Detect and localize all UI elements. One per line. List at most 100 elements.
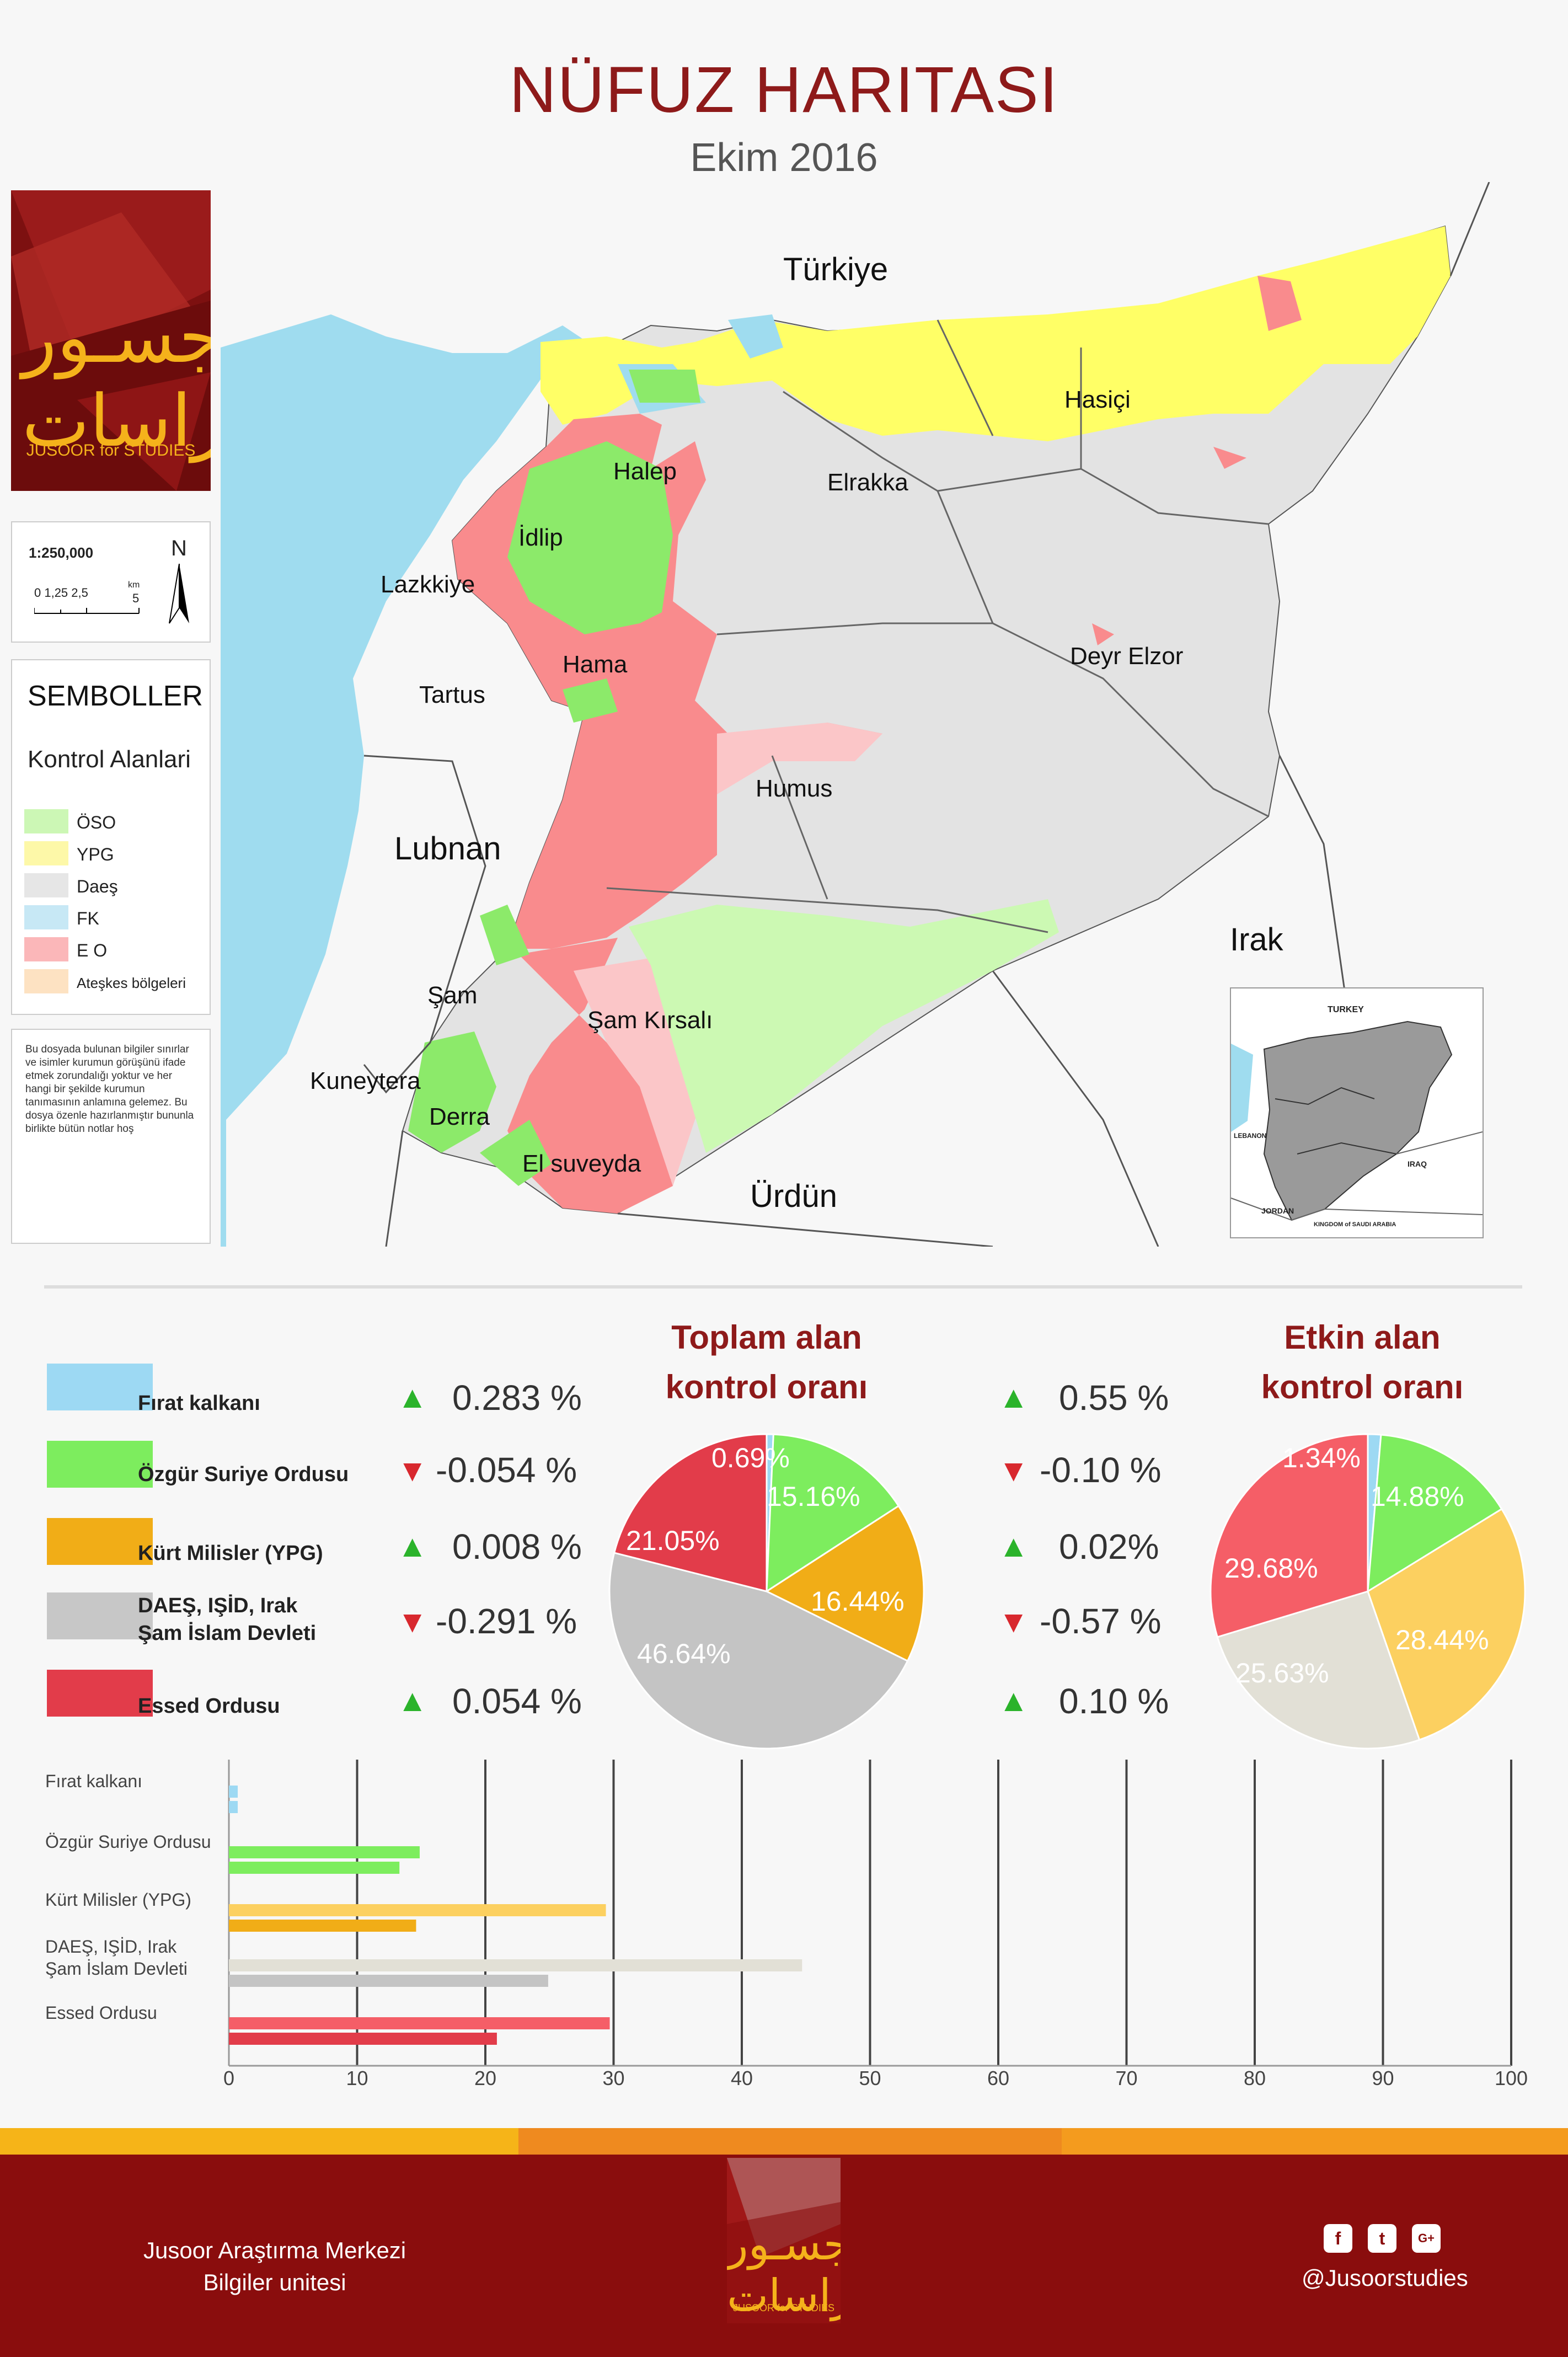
swatch-ypg <box>47 1518 153 1565</box>
x-tick-label: 50 <box>859 2067 881 2089</box>
twitter-icon[interactable]: t <box>1368 2224 1396 2253</box>
mediterranean-sea <box>221 314 596 1247</box>
bar <box>229 1801 238 1813</box>
qalamoun-oso <box>480 905 529 965</box>
x-tick-label: 20 <box>474 2067 496 2089</box>
label-derra: Derra <box>429 1103 490 1130</box>
label-daes-1: DAEŞ, IŞİD, Irak <box>138 1594 298 1617</box>
category-label: Şam İslam Devleti <box>45 1959 188 1979</box>
up-arrow-icon: ▲ <box>998 1528 1029 1563</box>
down-arrow-icon: ▼ <box>998 1453 1029 1488</box>
scale-km-label: km <box>128 580 140 590</box>
category-label: Özgür Suriye Ordusu <box>45 1832 211 1852</box>
pie2-title-line1: Etkin alan <box>1284 1319 1441 1356</box>
label-sam-kirsali: Şam Kırsalı <box>587 1007 713 1034</box>
change-effective-ypg: 0.02% <box>1059 1527 1159 1567</box>
x-tick-label: 30 <box>602 2067 624 2089</box>
up-arrow-icon: ▲ <box>397 1528 428 1563</box>
label-essed: Essed Ordusu <box>138 1695 280 1718</box>
change-effective-firat: 0.55 % <box>1059 1378 1169 1418</box>
pie-slice <box>608 1552 909 1750</box>
legend-label: Ateşkes bölgeleri <box>77 975 186 991</box>
change-effective-daes: -0.57 % <box>1040 1601 1162 1641</box>
idlib-oso <box>507 441 673 634</box>
inset-label-jordan: JORDAN <box>1261 1206 1294 1215</box>
north-label: N <box>171 536 187 560</box>
up-arrow-icon: ▲ <box>397 1683 428 1718</box>
deraa-east-oso <box>480 1120 552 1186</box>
swatch-daes <box>47 1592 153 1639</box>
bar <box>229 1920 416 1932</box>
jordan-border <box>385 1130 993 1248</box>
east-homs-eo-light <box>717 723 882 794</box>
category-label: DAEŞ, IŞİD, Irak <box>45 1937 177 1957</box>
footer: Jusoor Araştırma Merkezi Bilgiler unites… <box>0 2155 1568 2357</box>
label-hama: Hama <box>563 651 628 678</box>
label-halep: Halep <box>613 458 677 485</box>
bar <box>229 1786 238 1798</box>
pie-label: 46.64% <box>637 1638 731 1669</box>
change-total-daes: -0.291 % <box>436 1601 577 1641</box>
inset-label-iraq: IRAQ <box>1408 1159 1427 1168</box>
section-divider <box>44 1285 1522 1289</box>
pie2-title: Etkin alan kontrol oranı <box>1202 1313 1522 1412</box>
label-oso: Özgür Suriye Ordusu <box>138 1463 349 1486</box>
inset-label-saudi: KINGDOM of SAUDI ARABIA <box>1314 1221 1396 1228</box>
pie-slice <box>1210 1433 1369 1638</box>
label-ypg: Kürt Milisler (YPG) <box>138 1542 323 1565</box>
label-deyr: Deyr Elzor <box>1070 643 1184 670</box>
swatch-oso <box>47 1441 153 1488</box>
google-plus-icon[interactable]: G+ <box>1412 2224 1441 2253</box>
up-arrow-icon: ▲ <box>998 1683 1029 1718</box>
change-effective-essed: 0.10 % <box>1059 1681 1169 1721</box>
pie-chart-total: 0.69% 15.16% 16.44% 46.64% 21.05% <box>608 1433 925 1750</box>
category-label: Fırat kalkanı <box>45 1771 142 1791</box>
facebook-icon[interactable]: f <box>1324 2224 1352 2253</box>
category-label: Essed Ordusu <box>45 2003 157 2023</box>
bar <box>229 1846 420 1858</box>
scale-ticks: 0 1,25 2,5 <box>34 586 88 600</box>
bar-chart-comparison: 0 10 20 30 40 50 60 70 80 90 100 Fırat kalkanı Özgür… <box>45 1760 1528 2089</box>
legend: SEMBOLLER Kontrol Alanlari ÖSO YPG Daeş … <box>11 659 211 1015</box>
page-title: NÜFUZ HARITASI <box>509 54 1059 126</box>
legend-swatch <box>24 969 68 993</box>
change-total-essed: 0.054 % <box>452 1681 582 1721</box>
legend-label: Daeş <box>77 876 118 896</box>
legend-swatch <box>24 841 68 865</box>
footer-handle[interactable]: @Jusoorstudies <box>1302 2265 1468 2291</box>
down-arrow-icon: ▼ <box>397 1604 428 1639</box>
x-tick-label: 0 <box>223 2067 234 2089</box>
down-arrow-icon: ▼ <box>998 1604 1029 1639</box>
label-turkey: Türkiye <box>783 252 889 287</box>
legend-label: ÖSO <box>77 813 116 832</box>
footer-stripe <box>0 2128 518 2155</box>
swatch-essed <box>47 1670 153 1717</box>
fk-region <box>728 314 783 359</box>
inset-map: TURKEY LEBANON IRAQ JORDAN KINGDOM of SA… <box>1230 987 1484 1238</box>
bar <box>229 1975 548 1987</box>
syria-control-map: Türkiye Lubnan Irak Ürdün Halep İdlip La… <box>221 181 1528 1248</box>
label-lebanon: Lubnan <box>394 831 501 867</box>
disclaimer-note: Bu dosyada bulunan bilgiler sınırlar ve … <box>11 1029 211 1244</box>
footer-org: Jusoor Araştırma Merkezi Bilgiler unites… <box>143 2235 406 2299</box>
pie-slice <box>613 1433 768 1592</box>
scale-ratio: 1:250,000 <box>29 544 94 561</box>
change-total-firat: 0.283 % <box>452 1378 582 1418</box>
south-desert-oso-light <box>629 899 1059 1153</box>
change-effective-oso: -0.10 % <box>1040 1450 1162 1490</box>
down-arrow-icon: ▼ <box>397 1453 428 1488</box>
x-tick-label: 100 <box>1495 2067 1528 2089</box>
pie2-title-line2: kontrol oranı <box>1261 1369 1464 1405</box>
hasakah-regime <box>1257 276 1302 331</box>
pie-slice <box>1216 1590 1421 1750</box>
footer-logo: جسـور للدراسات JUSOOR for STUDIES <box>727 2158 841 2323</box>
jusoor-logo-panel: جسـور للدراسات JUSOOR for STUDIES <box>11 190 211 491</box>
footer-org-unit: Bilgiler unitesi <box>203 2269 346 2295</box>
legend-swatch <box>24 937 68 961</box>
north-arrow-icon <box>169 564 189 624</box>
pie-slice <box>764 1505 925 1663</box>
inset-label-lebanon: LEBANON <box>1234 1132 1267 1140</box>
legend-subtitle: Kontrol Alanlari <box>28 746 191 773</box>
deir-regime <box>1092 623 1114 645</box>
bar <box>229 1862 400 1874</box>
